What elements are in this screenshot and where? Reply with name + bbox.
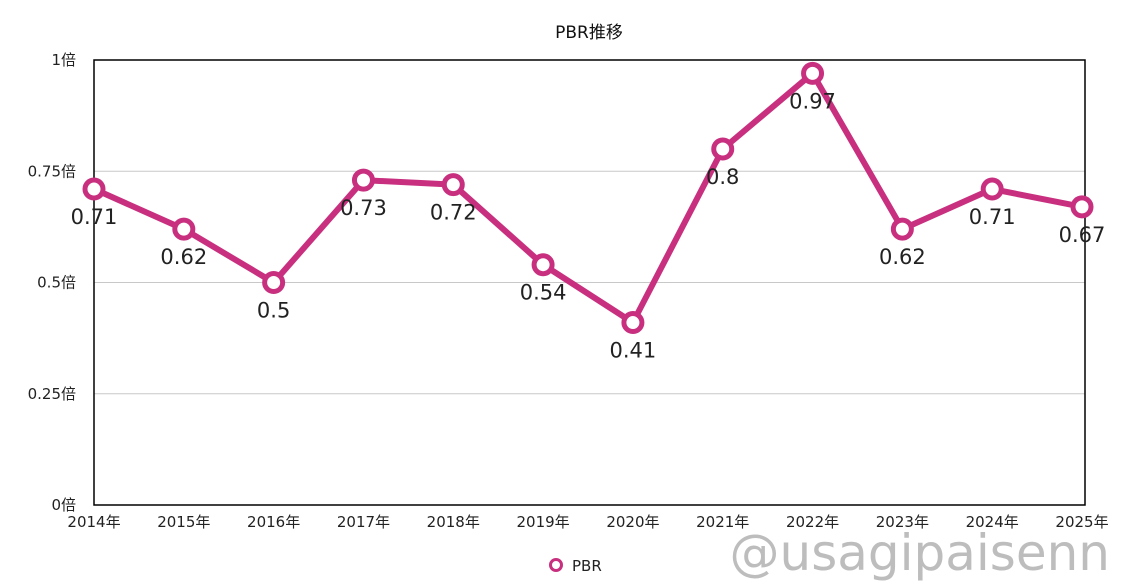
- x-tick-label: 2023年: [876, 513, 929, 531]
- data-point: [1070, 195, 1094, 219]
- data-label: 0.62: [879, 245, 926, 269]
- x-tick-label: 2015年: [157, 513, 210, 531]
- data-label: 0.71: [71, 205, 118, 229]
- legend-marker-icon: [549, 558, 563, 572]
- y-axis-ticks: 0倍 0.25倍 0.5倍 0.75倍 1倍: [28, 51, 76, 514]
- series-line: [91, 70, 1085, 326]
- y-tick-label: 0.5倍: [37, 274, 76, 292]
- data-point: [441, 173, 465, 197]
- data-label: 0.73: [340, 196, 387, 220]
- data-label: 0.5: [257, 299, 290, 323]
- data-point: [980, 177, 1004, 201]
- x-tick-label: 2021年: [696, 513, 749, 531]
- y-tick-label: 1倍: [51, 51, 76, 69]
- data-label: 0.97: [789, 89, 836, 113]
- data-point: [262, 271, 286, 294]
- x-tick-label: 2024年: [966, 513, 1019, 531]
- legend: PBR: [549, 557, 602, 575]
- data-label: 0.72: [430, 201, 477, 225]
- chart-title: PBR推移: [555, 23, 623, 43]
- data-point: [801, 61, 825, 85]
- data-point: [711, 137, 735, 161]
- data-point: [351, 168, 375, 192]
- x-tick-label: 2016年: [247, 513, 300, 531]
- data-label: 0.71: [969, 205, 1016, 229]
- x-axis-ticks: 2014年 2015年 2016年 2017年 2018年 2019年 2020年 2021年…: [67, 513, 1108, 531]
- data-point: [621, 311, 645, 335]
- x-tick-label: 2019年: [516, 513, 569, 531]
- x-tick-label: 2020年: [606, 513, 659, 531]
- y-tick-label: 0.75倍: [28, 162, 76, 180]
- x-tick-label: 2025年: [1055, 513, 1108, 531]
- data-point: [172, 217, 196, 241]
- data-labels: 0.71 0.62 0.5 0.73 0.72 0.54 0.41 0.8 0.97 0.62 0.…: [71, 89, 1106, 362]
- y-tick-label: 0倍: [51, 496, 76, 514]
- plot-frame: [93, 59, 1086, 506]
- data-label: 0.54: [520, 281, 567, 305]
- data-label: 0.8: [706, 165, 739, 189]
- watermark: @usagipaisenn: [730, 524, 1110, 582]
- data-point: [890, 217, 914, 241]
- data-label: 0.41: [610, 339, 657, 363]
- y-tick-label: 0.25倍: [28, 385, 76, 403]
- x-tick-label: 2017年: [337, 513, 390, 531]
- x-tick-label: 2018年: [427, 513, 480, 531]
- data-point: [531, 253, 555, 277]
- x-tick-label: 2022年: [786, 513, 839, 531]
- legend-label: PBR: [572, 557, 602, 575]
- gridlines: [94, 170, 1085, 395]
- series-pbr: [82, 61, 1094, 335]
- x-tick-label: 2014年: [67, 513, 120, 531]
- data-point: [82, 177, 106, 201]
- data-label: 0.67: [1059, 223, 1106, 247]
- data-label: 0.62: [160, 245, 207, 269]
